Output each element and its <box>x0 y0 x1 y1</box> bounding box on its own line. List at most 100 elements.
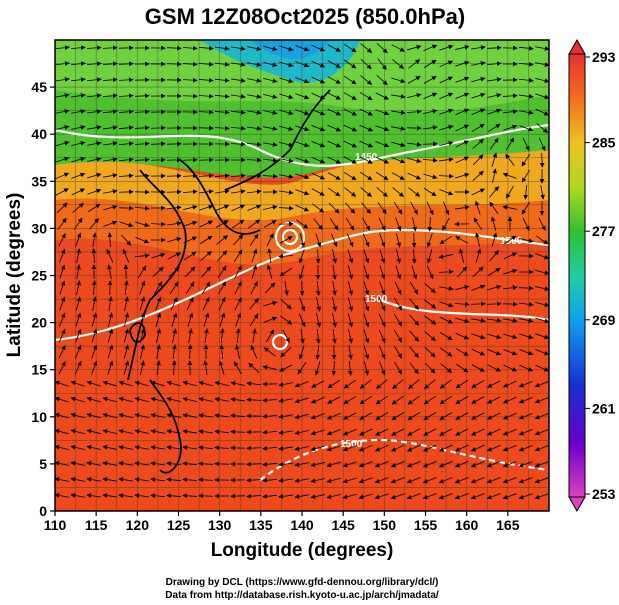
streamline-arrow <box>439 428 453 436</box>
streamline-arrow <box>392 187 404 198</box>
streamline-arrow <box>55 140 70 147</box>
streamline-arrow <box>342 461 357 468</box>
streamline-arrow <box>406 109 422 115</box>
streamline-arrow <box>375 412 389 420</box>
streamline-arrow <box>378 345 386 360</box>
streamline-arrow <box>118 109 134 115</box>
streamline-arrow <box>332 313 337 328</box>
streamline-arrow <box>300 329 305 344</box>
colorbar-scale <box>568 53 586 498</box>
streamline-arrow <box>134 396 149 403</box>
streamline-arrow <box>332 249 337 264</box>
streamline-arrow <box>71 172 86 179</box>
streamline-arrow <box>248 219 261 229</box>
streamline-arrow <box>134 445 149 450</box>
streamline-arrow <box>363 345 370 360</box>
streamline-arrow <box>455 172 470 179</box>
streamline-arrow <box>311 172 326 180</box>
streamline-arrow <box>455 140 470 148</box>
streamline-arrow <box>266 233 274 247</box>
streamline-arrow <box>502 205 517 210</box>
streamline-arrow <box>218 281 226 295</box>
coastline-korea <box>179 159 261 235</box>
streamline-arrow <box>535 270 549 276</box>
streamline-arrow <box>475 248 482 263</box>
streamline-arrow <box>439 189 454 196</box>
streamline-arrow <box>375 109 390 116</box>
streamline-arrow <box>347 281 354 296</box>
streamline-arrow <box>59 296 66 311</box>
streamline-arrow <box>439 92 454 99</box>
streamline-arrow <box>503 268 518 275</box>
streamline-arrow <box>474 200 481 215</box>
streamline-arrow <box>107 344 114 359</box>
streamline-arrow <box>123 344 130 359</box>
streamline-arrow <box>86 61 102 67</box>
streamline-arrow <box>266 264 273 279</box>
streamline-arrow <box>71 93 86 98</box>
streamline-arrow <box>535 286 549 291</box>
streamline-arrow <box>454 460 469 468</box>
streamline-arrow <box>519 318 534 323</box>
streamline-arrow <box>263 110 278 115</box>
streamline-arrow <box>123 360 130 375</box>
streamline-arrow <box>199 189 214 194</box>
x-tick-label: 130 <box>208 517 232 533</box>
streamline-arrow <box>76 248 81 263</box>
streamline-arrow <box>55 396 69 403</box>
streamline-arrow <box>422 141 438 147</box>
streamline-arrow <box>470 477 485 484</box>
streamline-arrow <box>492 168 497 183</box>
streamline-arrow <box>246 141 262 147</box>
streamline-arrow <box>411 265 418 280</box>
streamline-arrow <box>134 380 149 387</box>
streamline-arrow <box>87 156 102 162</box>
streamline-arrow <box>426 265 434 280</box>
streamline-arrow <box>519 94 534 99</box>
streamline-arrow <box>134 125 150 131</box>
streamline-arrow <box>58 233 66 247</box>
y-tick-label: 10 <box>31 409 47 425</box>
streamline-arrow <box>518 381 533 388</box>
streamline-arrow <box>489 137 499 150</box>
streamline-arrow <box>219 312 226 327</box>
streamline-arrow <box>299 233 306 248</box>
streamline-arrow <box>182 380 197 387</box>
streamline-arrow <box>518 396 533 404</box>
streamline-arrow <box>106 248 114 263</box>
streamline-arrow <box>295 77 310 84</box>
streamline-arrow <box>231 78 246 83</box>
streamline-arrow <box>379 249 386 264</box>
streamline-arrow <box>55 380 69 387</box>
streamline-arrow <box>486 493 501 500</box>
x-tick-label: 110 <box>44 517 67 533</box>
streamline-arrow <box>167 252 182 260</box>
streamline-arrow <box>486 45 502 51</box>
streamline-arrow <box>362 217 370 231</box>
streamline-arrow <box>185 281 195 294</box>
streamline-arrow <box>458 248 465 263</box>
streamline-arrow <box>203 360 208 375</box>
streamline-arrow <box>487 93 502 98</box>
colorbar-tick-label: 261 <box>592 400 616 416</box>
grid-lines <box>55 40 549 511</box>
streamline-arrow <box>247 62 262 67</box>
streamline-arrow <box>489 201 499 214</box>
streamline-arrow <box>118 93 134 99</box>
streamline-arrow <box>363 329 370 344</box>
streamline-arrow <box>279 174 294 179</box>
streamline-arrow <box>439 76 454 84</box>
streamline-arrow <box>58 361 66 375</box>
streamline-arrow <box>326 412 341 420</box>
streamline-arrow <box>314 361 321 376</box>
streamline-arrow <box>471 61 486 66</box>
streamline-arrow <box>295 189 310 196</box>
streamline-arrow <box>103 141 118 146</box>
streamline-arrow <box>408 187 421 197</box>
streamline-arrow <box>171 360 177 376</box>
streamline-arrow <box>215 77 230 83</box>
credit-line-1: Drawing by DCL (https://www.gfd-dennou.o… <box>166 577 439 588</box>
streamline-arrow <box>424 283 436 294</box>
streamline-arrow <box>472 154 484 166</box>
streamline-arrow <box>423 125 438 130</box>
